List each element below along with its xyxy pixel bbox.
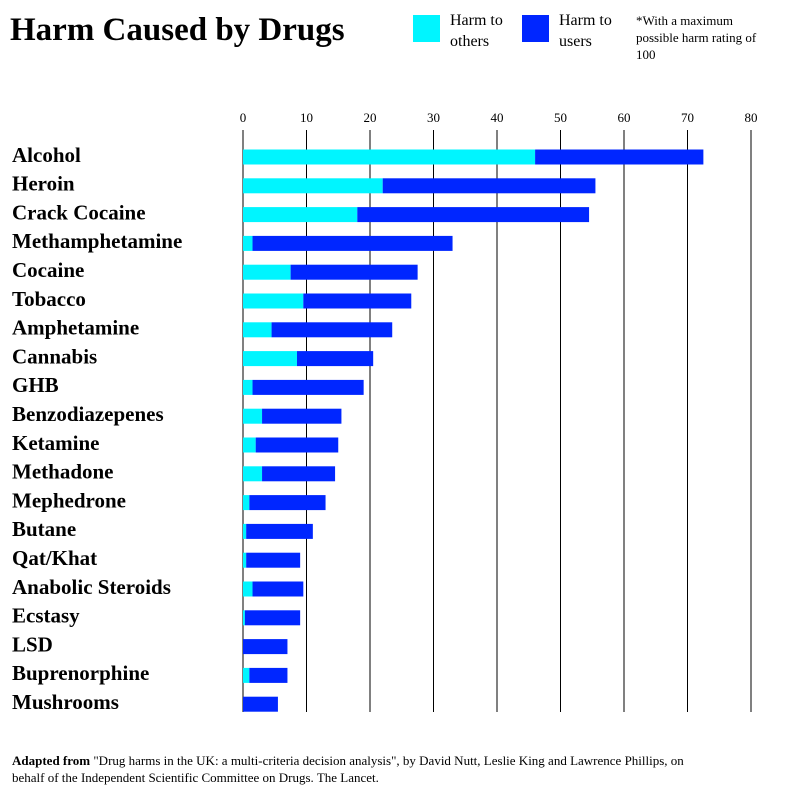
bar-segment <box>243 235 253 251</box>
bar-segment <box>243 178 383 194</box>
bar-segment <box>243 610 245 626</box>
bar-segment <box>255 437 339 453</box>
bar-segment <box>243 639 288 655</box>
category-label: Anabolic Steroids <box>12 575 171 599</box>
bar-segment <box>243 552 247 568</box>
bar-segment <box>243 149 536 165</box>
bar-segment <box>243 495 250 511</box>
source: Adapted from "Drug harms in the UK: a mu… <box>12 752 692 786</box>
source-text: "Drug harms in the UK: a multi-criteria … <box>12 753 684 785</box>
bar-segment <box>243 523 247 539</box>
bar-segment <box>246 523 313 539</box>
bar-segment <box>243 667 250 683</box>
x-tick-label: 60 <box>618 110 631 125</box>
category-label: Cocaine <box>12 258 84 282</box>
category-label: Crack Cocaine <box>12 200 146 224</box>
legend-label: Harm to users <box>559 12 612 50</box>
bar-segment <box>357 207 590 223</box>
category-label: Methamphetamine <box>12 229 182 253</box>
legend-swatch <box>413 15 440 42</box>
category-label: Methadone <box>12 460 114 484</box>
category-label: Benzodiazepenes <box>12 402 164 426</box>
category-label: Alcohol <box>12 143 81 167</box>
category-label: Ecstasy <box>12 604 80 628</box>
category-label: Butane <box>12 517 76 541</box>
note: *With a maximum possible harm rating of … <box>636 13 757 62</box>
bar-segment <box>252 235 453 251</box>
category-label: Tobacco <box>12 287 86 311</box>
category-label: Mushrooms <box>12 690 119 714</box>
bar-segment <box>249 495 326 511</box>
category-label: LSD <box>12 632 53 656</box>
bar-segment <box>243 408 263 424</box>
bar-segment <box>243 207 358 223</box>
category-label: Amphetamine <box>12 316 139 340</box>
bar-segment <box>252 581 304 597</box>
category-label: Qat/Khat <box>12 546 97 570</box>
chart-title: Harm Caused by Drugs <box>10 12 345 48</box>
category-label: Cannabis <box>12 344 97 368</box>
legend-swatch <box>522 15 549 42</box>
x-tick-label: 70 <box>681 110 694 125</box>
x-tick-label: 50 <box>554 110 567 125</box>
bar-segment <box>252 379 364 395</box>
category-label: Buprenorphine <box>12 661 149 685</box>
bar-segment <box>535 149 704 165</box>
x-tick-label: 30 <box>427 110 440 125</box>
legend-label: Harm to others <box>450 12 503 50</box>
x-tick-label: 40 <box>491 110 504 125</box>
bar-segment <box>243 696 278 712</box>
x-tick-label: 10 <box>300 110 313 125</box>
bar-segment <box>249 667 288 683</box>
bar-segment <box>243 466 263 482</box>
x-tick-label: 80 <box>745 110 758 125</box>
source-label: Adapted from <box>12 753 91 768</box>
x-tick-label: 20 <box>364 110 377 125</box>
bar-segment <box>243 351 297 367</box>
bar-segment <box>243 581 253 597</box>
category-label: GHB <box>12 373 59 397</box>
bar-segment <box>271 322 393 338</box>
bar-segment <box>243 293 304 309</box>
bar-segment <box>243 264 291 280</box>
bar-segment <box>243 437 256 453</box>
category-label: Ketamine <box>12 431 99 455</box>
bar-segment <box>296 351 374 367</box>
bar-segment <box>244 610 301 626</box>
bar-segment <box>243 379 253 395</box>
bar-segment <box>290 264 418 280</box>
bar-segment <box>246 552 301 568</box>
x-tick-label: 0 <box>240 110 247 125</box>
bar-segment <box>303 293 412 309</box>
bar-segment <box>382 178 596 194</box>
bar-segment <box>243 322 272 338</box>
bar-segment <box>262 408 342 424</box>
category-label: Mephedrone <box>12 488 126 512</box>
category-label: Heroin <box>12 172 75 196</box>
bar-segment <box>262 466 336 482</box>
